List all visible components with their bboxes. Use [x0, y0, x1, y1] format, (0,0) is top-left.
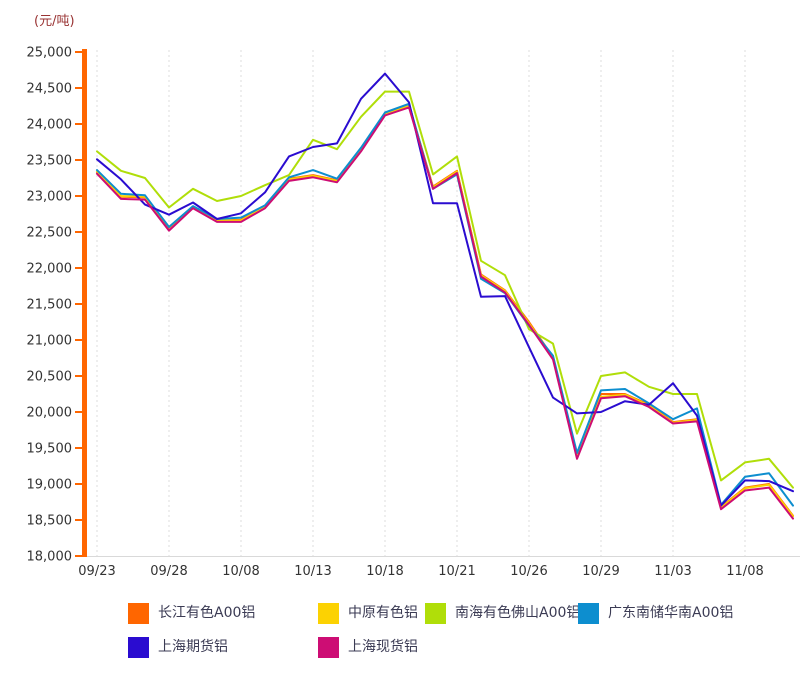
series-line-0 [96, 104, 794, 517]
legend-swatch-icon [318, 637, 339, 658]
legend-item-0[interactable]: 长江有色A00铝 [128, 603, 255, 624]
legend-item-1[interactable]: 中原有色铝 [318, 603, 418, 624]
x-tick-label: 10/08 [222, 564, 259, 579]
y-tick-label: 19,000 [27, 478, 73, 493]
x-tick-label: 10/29 [582, 564, 619, 579]
legend-label: 长江有色A00铝 [158, 605, 256, 621]
legend-item-5[interactable]: 上海现货铝 [318, 637, 418, 658]
series-line-1 [96, 105, 794, 518]
legend-swatch-icon [578, 603, 599, 624]
legend-label: 南海有色佛山A00铝 [455, 605, 581, 621]
y-tick-label: 19,500 [27, 442, 73, 457]
x-tick-label: 10/18 [366, 564, 403, 579]
price-line-chart: 25,000 24,500 24,000 23,500 23,000 22,500 22,0… [27, 46, 800, 579]
y-tick-label: 18,000 [27, 550, 73, 565]
y-tick-label: 22,500 [27, 226, 73, 241]
y-tick-label: 23,000 [27, 190, 73, 205]
x-tick-label: 11/08 [726, 564, 763, 579]
y-tick-label: 21,500 [27, 298, 73, 313]
y-tick-label: 23,500 [27, 154, 73, 169]
legend-swatch-icon [128, 603, 149, 624]
legend-item-4[interactable]: 上海期货铝 [128, 637, 228, 658]
series-line-4 [96, 72, 794, 507]
y-tick-label: 24,500 [27, 82, 73, 97]
y-tick-label: 25,000 [27, 46, 73, 61]
y-tick-label: 21,000 [27, 334, 73, 349]
legend-item-2[interactable]: 南海有色佛山A00铝 [425, 603, 580, 624]
x-tick-label: 11/03 [654, 564, 691, 579]
chart-canvas: 25,000 24,500 24,000 23,500 23,000 22,500 22,0… [27, 46, 800, 579]
legend-swatch-icon [318, 603, 339, 624]
y-tick-label: 18,500 [27, 514, 73, 529]
y-tick-label: 20,500 [27, 370, 73, 385]
x-tick-label: 10/13 [294, 564, 331, 579]
legend-item-3[interactable]: 广东南储华南A00铝 [578, 603, 733, 624]
legend-label: 广东南储华南A00铝 [608, 605, 734, 621]
y-tick-label: 20,000 [27, 406, 73, 421]
y-axis-unit-label: (元/吨) [34, 14, 75, 29]
legend-label: 上海现货铝 [348, 639, 418, 655]
x-tick-label: 09/28 [150, 564, 187, 579]
legend-swatch-icon [425, 603, 446, 624]
y-tick-label: 24,000 [27, 118, 73, 133]
series-line-2 [96, 90, 794, 489]
x-tick-label: 09/23 [78, 564, 115, 579]
series-line-5 [96, 106, 794, 520]
legend-label: 中原有色铝 [348, 605, 418, 621]
series-line-3 [96, 102, 794, 507]
x-tick-label: 10/26 [510, 564, 547, 579]
legend-swatch-icon [128, 637, 149, 658]
legend-label: 上海期货铝 [158, 639, 228, 655]
y-tick-label: 22,000 [27, 262, 73, 277]
x-tick-label: 10/21 [438, 564, 475, 579]
